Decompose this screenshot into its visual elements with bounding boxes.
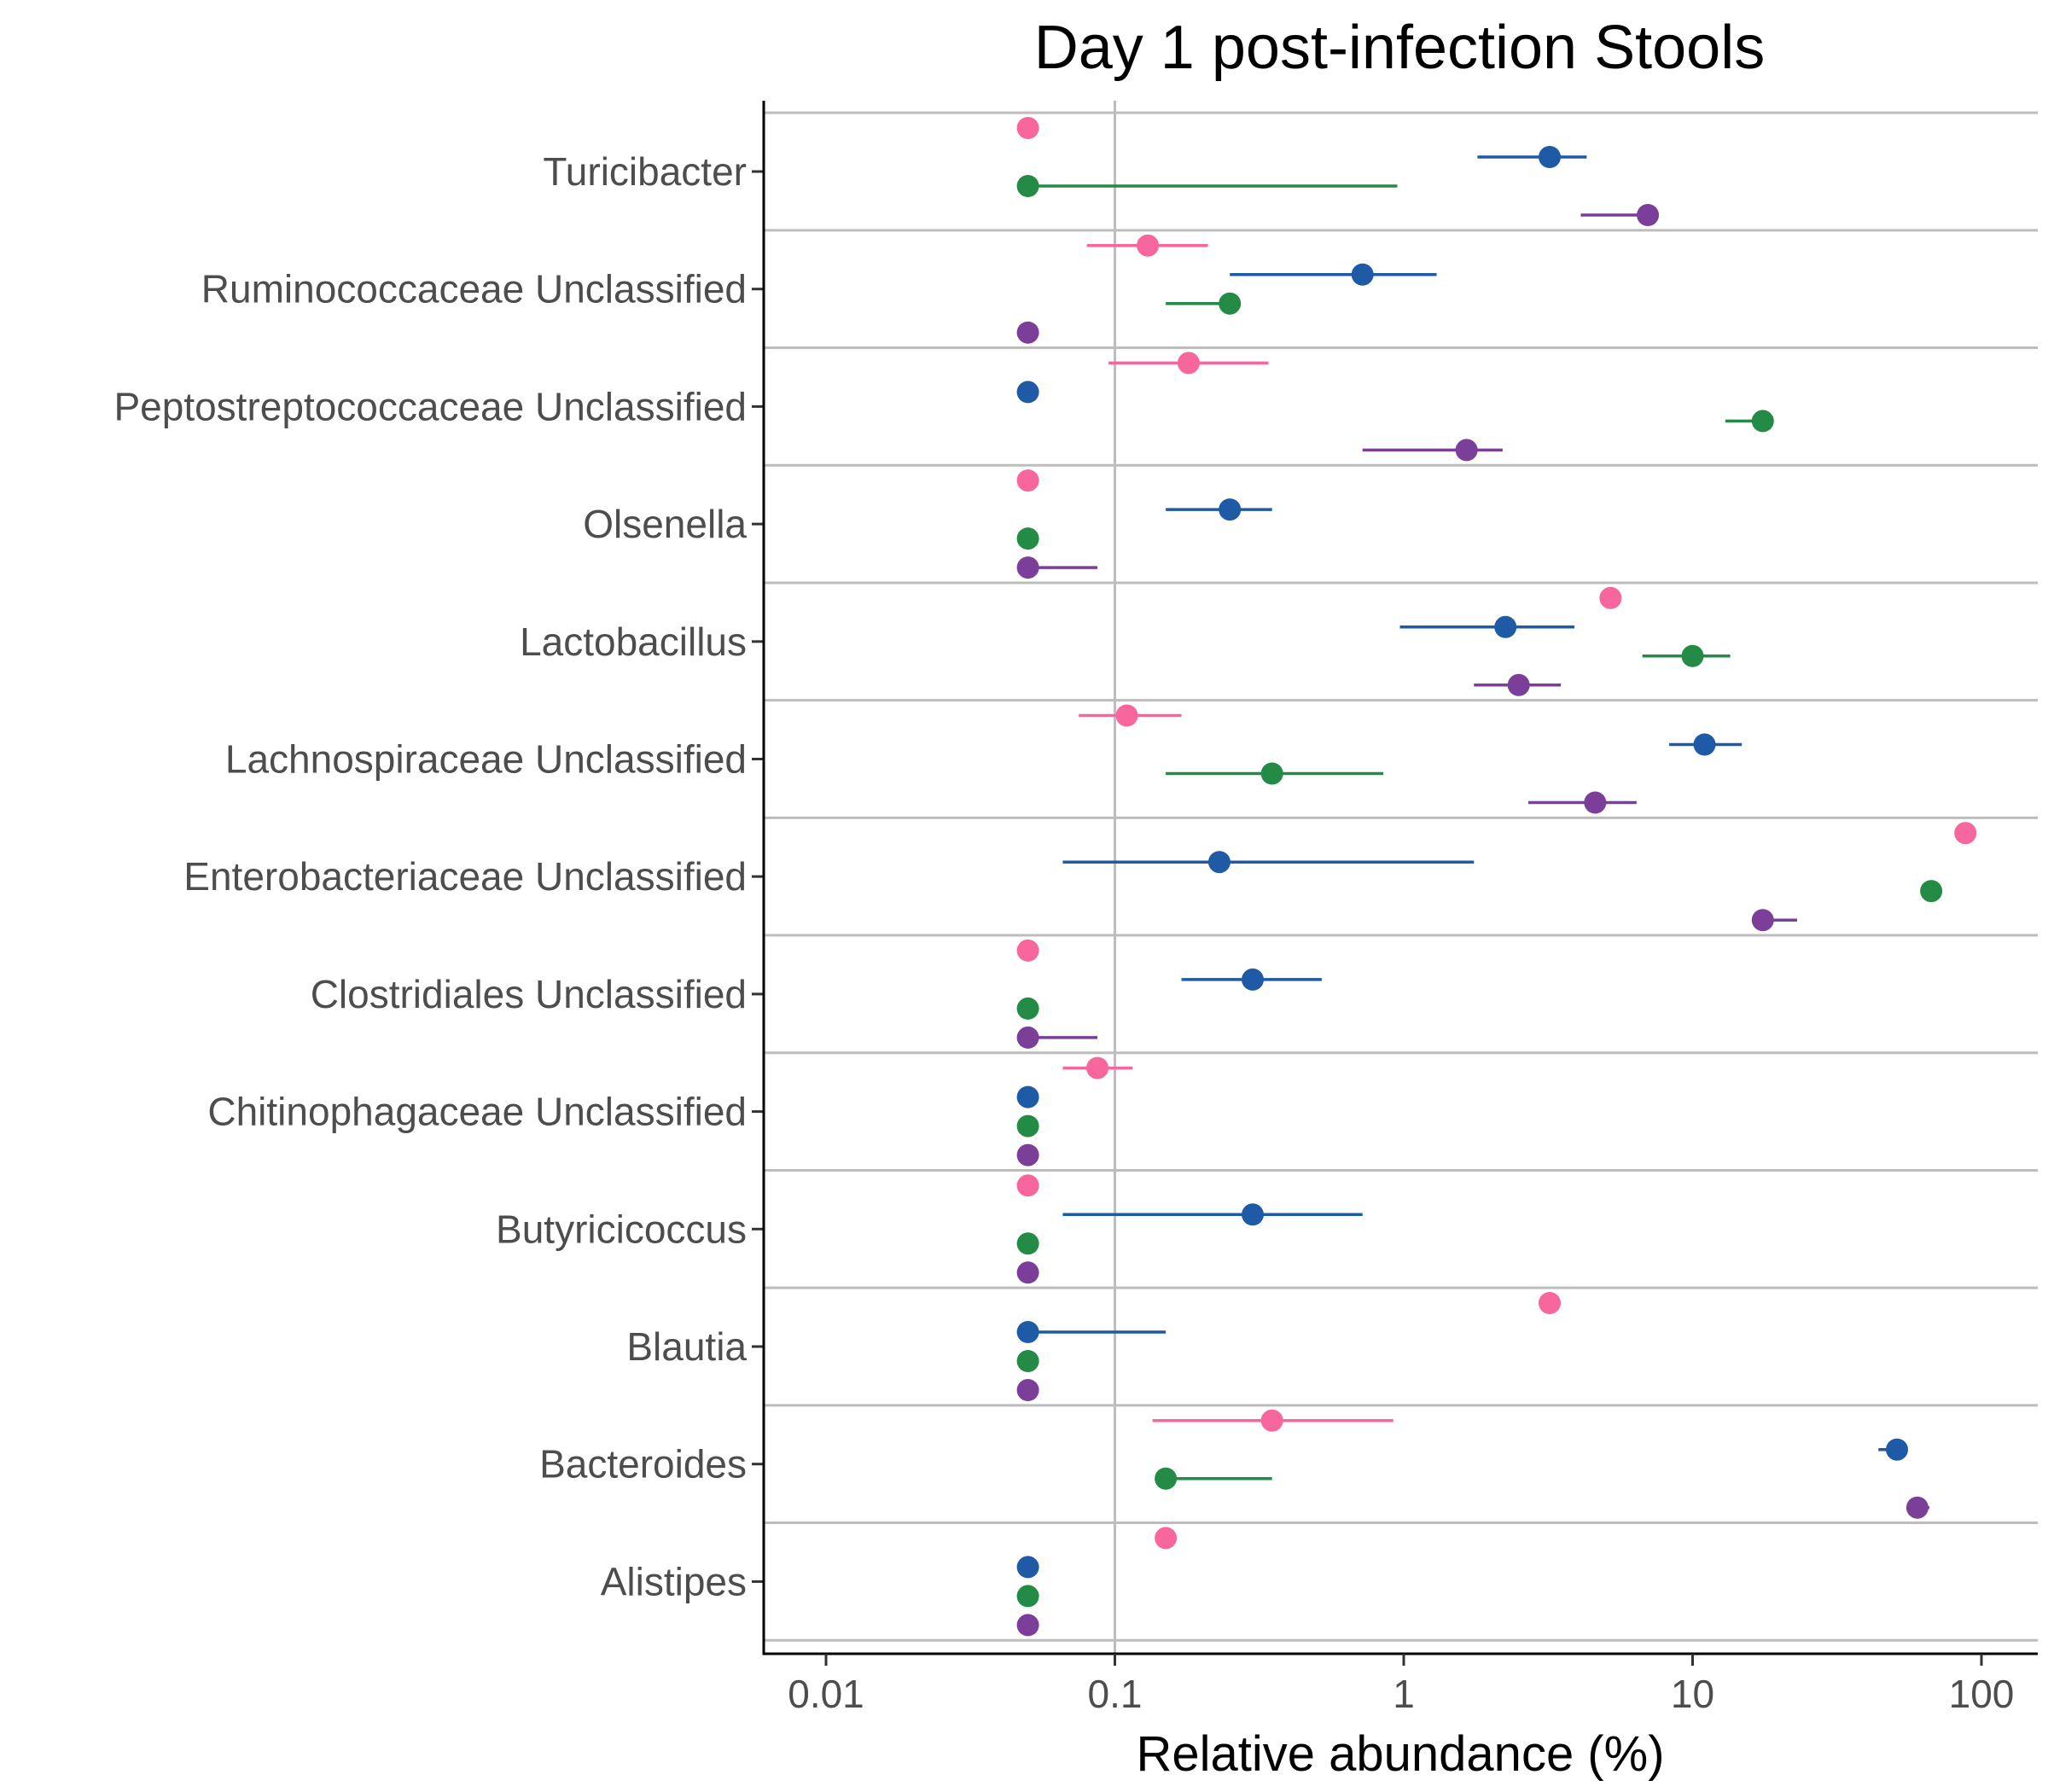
data-point xyxy=(1086,1056,1109,1079)
data-point xyxy=(1016,1379,1039,1401)
x-tick-label: 100 xyxy=(1949,1672,2015,1716)
chart-title: Day 1 post-infection Stools xyxy=(1034,14,1765,82)
x-tick-label: 0.01 xyxy=(788,1672,864,1716)
category-labels: Turicibacter Ruminococcaceae Unclassified… xyxy=(113,149,747,1603)
data-point xyxy=(1693,733,1716,756)
data-point xyxy=(1016,1232,1039,1255)
data-point xyxy=(1538,1292,1561,1314)
data-point xyxy=(1637,204,1660,226)
category-label: Butyricicoccus xyxy=(496,1207,747,1251)
data-point xyxy=(1016,381,1039,404)
data-point xyxy=(1260,762,1283,785)
data-point xyxy=(1016,1143,1039,1167)
data-point xyxy=(1494,615,1517,638)
data-point xyxy=(1016,1556,1039,1579)
data-point xyxy=(1016,1085,1039,1108)
category-label: Bacteroides xyxy=(539,1442,747,1487)
data-point xyxy=(1016,527,1039,550)
data-point xyxy=(1177,352,1200,375)
data-point xyxy=(1260,1409,1283,1432)
x-axis-title: Relative abundance (%) xyxy=(1136,1726,1664,1782)
data-point xyxy=(1115,704,1138,727)
category-label: Enterobacteriaceae Unclassified xyxy=(183,854,747,899)
category-label: Blautia xyxy=(626,1324,747,1369)
grid-lines xyxy=(764,101,2038,1654)
data-point xyxy=(1507,673,1530,696)
data-point xyxy=(1016,1174,1039,1197)
data-point xyxy=(1016,939,1039,962)
data-point xyxy=(1016,117,1039,139)
data-point xyxy=(1905,1496,1929,1519)
data-point xyxy=(1584,791,1607,814)
data-point xyxy=(1219,498,1242,521)
category-label: Turicibacter xyxy=(543,149,747,194)
category-label: Ruminococcaceae Unclassified xyxy=(201,267,747,311)
data-point xyxy=(1155,1527,1178,1550)
data-point xyxy=(1351,263,1374,286)
x-tick-labels: 0.01 0.1 1 10 100 xyxy=(788,1672,2014,1716)
data-point xyxy=(1016,469,1039,492)
data-points xyxy=(1016,117,1977,1637)
data-point xyxy=(1016,997,1039,1020)
data-point xyxy=(1242,968,1265,991)
data-point xyxy=(1219,292,1242,315)
data-point xyxy=(1207,851,1231,874)
x-tick-label: 1 xyxy=(1393,1672,1415,1716)
data-point xyxy=(1016,1321,1039,1343)
data-point xyxy=(1599,586,1622,609)
data-point xyxy=(1016,175,1039,197)
data-point xyxy=(1016,321,1039,344)
category-label: Alistipes xyxy=(601,1559,747,1603)
x-tick-label: 10 xyxy=(1671,1672,1714,1716)
data-point xyxy=(1954,822,1977,845)
category-label: Clostridiales Unclassified xyxy=(311,972,747,1016)
category-label: Lachnospiraceae Unclassified xyxy=(225,737,747,782)
data-point xyxy=(1538,146,1561,168)
category-label: Olsenella xyxy=(583,502,747,546)
data-point xyxy=(1016,1614,1039,1637)
axes xyxy=(752,101,2038,1666)
data-point xyxy=(1016,1026,1039,1049)
data-point xyxy=(1886,1438,1909,1461)
category-label: Lactobacillus xyxy=(520,620,747,664)
category-label: Chitinophagaceae Unclassified xyxy=(207,1090,747,1134)
data-point xyxy=(1137,234,1160,257)
error-bars xyxy=(1027,155,1929,1510)
category-label: Peptostreptococcaceae Unclassified xyxy=(113,384,747,428)
data-point xyxy=(1242,1203,1265,1226)
data-point xyxy=(1920,880,1943,903)
data-point xyxy=(1155,1467,1178,1490)
data-point xyxy=(1016,1350,1039,1372)
data-point xyxy=(1016,1585,1039,1608)
data-point xyxy=(1016,1261,1039,1284)
data-point xyxy=(1016,556,1039,579)
data-point xyxy=(1751,410,1774,433)
data-point xyxy=(1751,909,1774,932)
data-point xyxy=(1681,644,1704,667)
x-tick-label: 0.1 xyxy=(1088,1672,1143,1716)
data-point xyxy=(1455,439,1478,462)
data-point xyxy=(1016,1114,1039,1137)
